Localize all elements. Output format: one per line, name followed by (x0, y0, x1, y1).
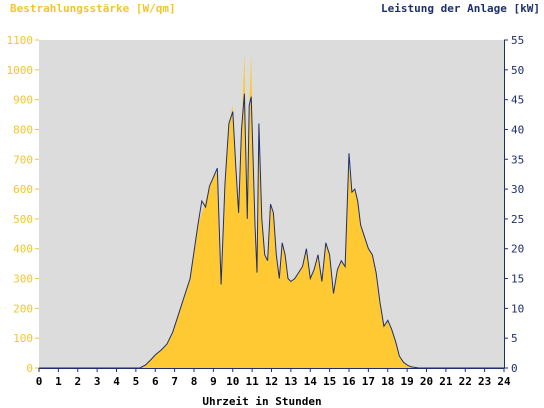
x-axis-title: Uhrzeit in Stunden (202, 395, 321, 408)
right-tick-label: 30 (511, 183, 524, 196)
right-tick-label: 20 (511, 243, 524, 256)
x-tick-label: 5 (133, 375, 140, 388)
series-layer (39, 51, 504, 369)
right-tick-label: 15 (511, 273, 524, 286)
power-line (39, 93, 504, 369)
left-tick-label: 600 (13, 183, 33, 196)
right-axis-title: Leistung der Anlage [kW] (381, 2, 540, 15)
x-tick-label: 18 (381, 375, 394, 388)
x-tick-label: 0 (36, 375, 43, 388)
x-tick-label: 9 (210, 375, 217, 388)
left-axis-ticks: 0 100 200 300 400 500 600 700 800 900 1000 1100 (7, 34, 39, 375)
left-axis-title: Bestrahlungsstärke [W/qm] (10, 2, 176, 15)
x-tick-label: 20 (420, 375, 433, 388)
x-tick-label: 15 (323, 375, 336, 388)
x-tick-label: 19 (401, 375, 414, 388)
x-tick-label: 3 (94, 375, 101, 388)
left-tick-label: 400 (13, 243, 33, 256)
left-tick-label: 200 (13, 302, 33, 315)
x-tick-label: 21 (439, 375, 453, 388)
right-axis-ticks: 0 5 10 15 20 25 30 35 40 45 50 55 (504, 34, 524, 375)
right-tick-label: 25 (511, 213, 524, 226)
x-tick-label: 10 (226, 375, 239, 388)
x-tick-label: 22 (459, 375, 472, 388)
x-tick-label: 6 (152, 375, 159, 388)
left-tick-label: 900 (13, 94, 33, 107)
x-tick-label: 24 (497, 375, 511, 388)
right-tick-label: 50 (511, 64, 524, 77)
left-tick-label: 800 (13, 123, 33, 136)
irradiance-area (39, 51, 504, 369)
x-tick-label: 8 (191, 375, 198, 388)
right-tick-label: 10 (511, 302, 524, 315)
x-tick-label: 12 (265, 375, 278, 388)
x-tick-label: 14 (304, 375, 318, 388)
x-tick-label: 17 (362, 375, 375, 388)
x-tick-label: 13 (284, 375, 297, 388)
right-tick-label: 0 (511, 362, 518, 375)
x-axis-ticks: 0 1 2 3 4 5 6 7 8 9 10 11 12 13 14 15 16 17 18 19 20 21 22 23 24 (36, 368, 511, 388)
left-tick-label: 300 (13, 273, 33, 286)
x-tick-label: 4 (113, 375, 120, 388)
right-tick-label: 35 (511, 153, 524, 166)
right-tick-label: 45 (511, 94, 524, 107)
x-tick-label: 2 (74, 375, 81, 388)
left-tick-label: 1100 (7, 34, 34, 47)
x-tick-label: 16 (342, 375, 356, 388)
left-tick-label: 700 (13, 153, 33, 166)
left-tick-label: 100 (13, 332, 33, 345)
left-tick-label: 500 (13, 213, 33, 226)
x-tick-label: 23 (478, 375, 491, 388)
right-tick-label: 55 (511, 34, 524, 47)
x-tick-label: 11 (246, 375, 260, 388)
x-tick-label: 1 (55, 375, 62, 388)
left-tick-label: 1000 (7, 64, 34, 77)
x-tick-label: 7 (171, 375, 178, 388)
left-tick-label: 0 (26, 362, 33, 375)
right-tick-label: 5 (511, 332, 518, 345)
right-tick-label: 40 (511, 123, 524, 136)
